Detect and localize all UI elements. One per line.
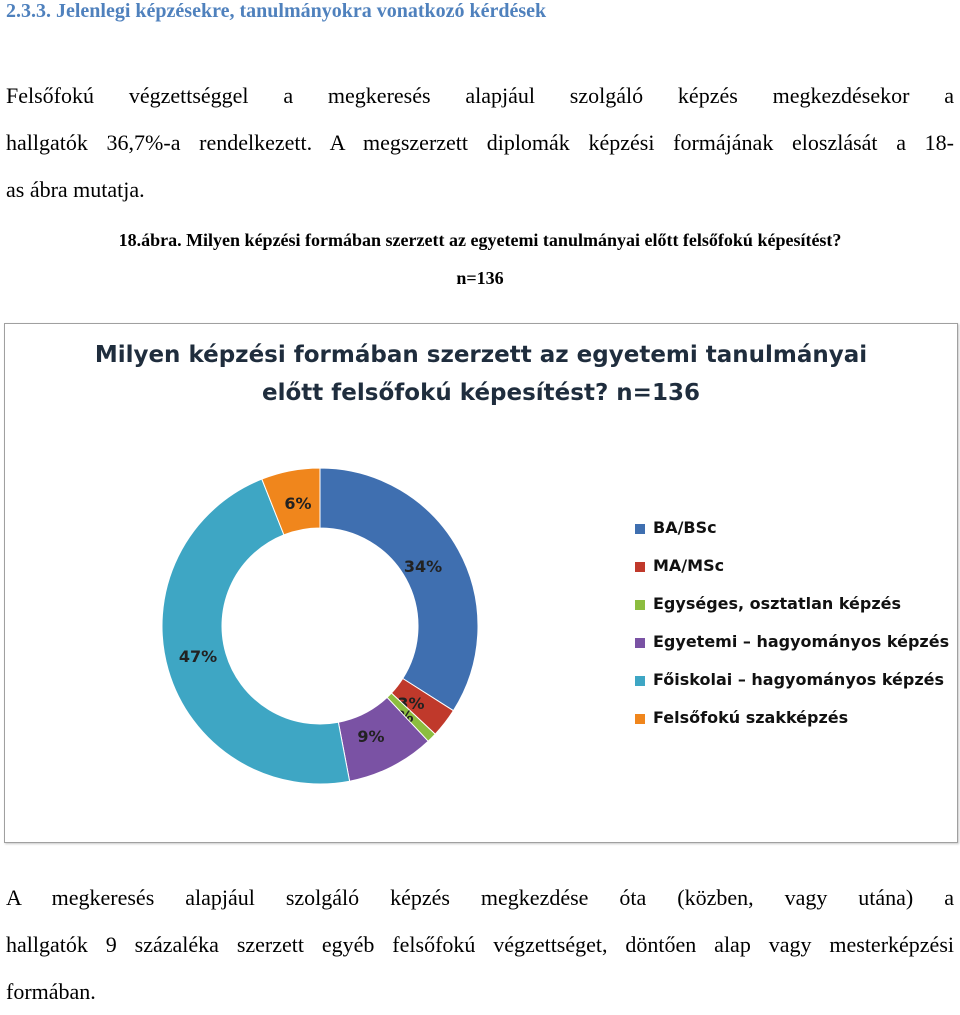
closing-paragraph: A megkeresés alapjául szolgáló képzés me… [6, 874, 954, 1015]
legend-label: MA/MSc [653, 556, 725, 575]
legend-label: Egyetemi – hagyományos képzés [653, 632, 950, 651]
intro-paragraph: Felsőfokú végzettséggel a megkeresés ala… [6, 72, 954, 213]
chart-title-line-1: Milyen képzési formában szerzett az egye… [94, 342, 868, 368]
figure-sample-size: n=136 [456, 268, 504, 288]
intro-line: Felsőfokú végzettséggel a megkeresés ala… [6, 83, 954, 108]
slice-data-label: 34% [404, 557, 442, 576]
chart-title-line-2: előtt felsőfokú képesítést? n=136 [262, 380, 700, 406]
donut-slice-0 [319, 467, 479, 712]
slice-data-label: 6% [284, 494, 311, 513]
legend-swatch [635, 524, 645, 534]
chart-container: Milyen képzési formában szerzett az egye… [4, 323, 958, 843]
closing-line: hallgatók 9 százaléka szerzett egyéb fel… [6, 932, 954, 957]
donut-slice-4 [161, 478, 351, 785]
legend-swatch [635, 562, 645, 572]
slice-data-label: 47% [179, 647, 217, 666]
donut-slice-5 [261, 467, 321, 536]
legend-label: Felsőfokú szakképzés [653, 708, 849, 727]
intro-line: hallgatók 36,7%-a rendelkezett. A megsze… [6, 130, 954, 155]
legend-swatch [635, 600, 645, 610]
intro-line: as ábra mutatja. [6, 177, 145, 202]
legend-swatch [635, 638, 645, 648]
closing-line: A megkeresés alapjául szolgáló képzés me… [6, 885, 954, 910]
legend-label: BA/BSc [653, 518, 717, 537]
legend-label: Egységes, osztatlan képzés [653, 594, 902, 613]
section-heading: 2.3.3. Jelenlegi képzésekre, tanulmányok… [6, 0, 547, 22]
donut-chart: 34%3%1%9%47%6% [161, 467, 479, 785]
figure-caption: 18.ábra. Milyen képzési formában szerzet… [118, 230, 842, 250]
closing-line: formában. [6, 979, 96, 1004]
slice-data-label: 9% [357, 727, 384, 746]
legend-label: Főiskolai – hagyományos képzés [653, 670, 945, 689]
legend-swatch [635, 714, 645, 724]
legend-swatch [635, 676, 645, 686]
